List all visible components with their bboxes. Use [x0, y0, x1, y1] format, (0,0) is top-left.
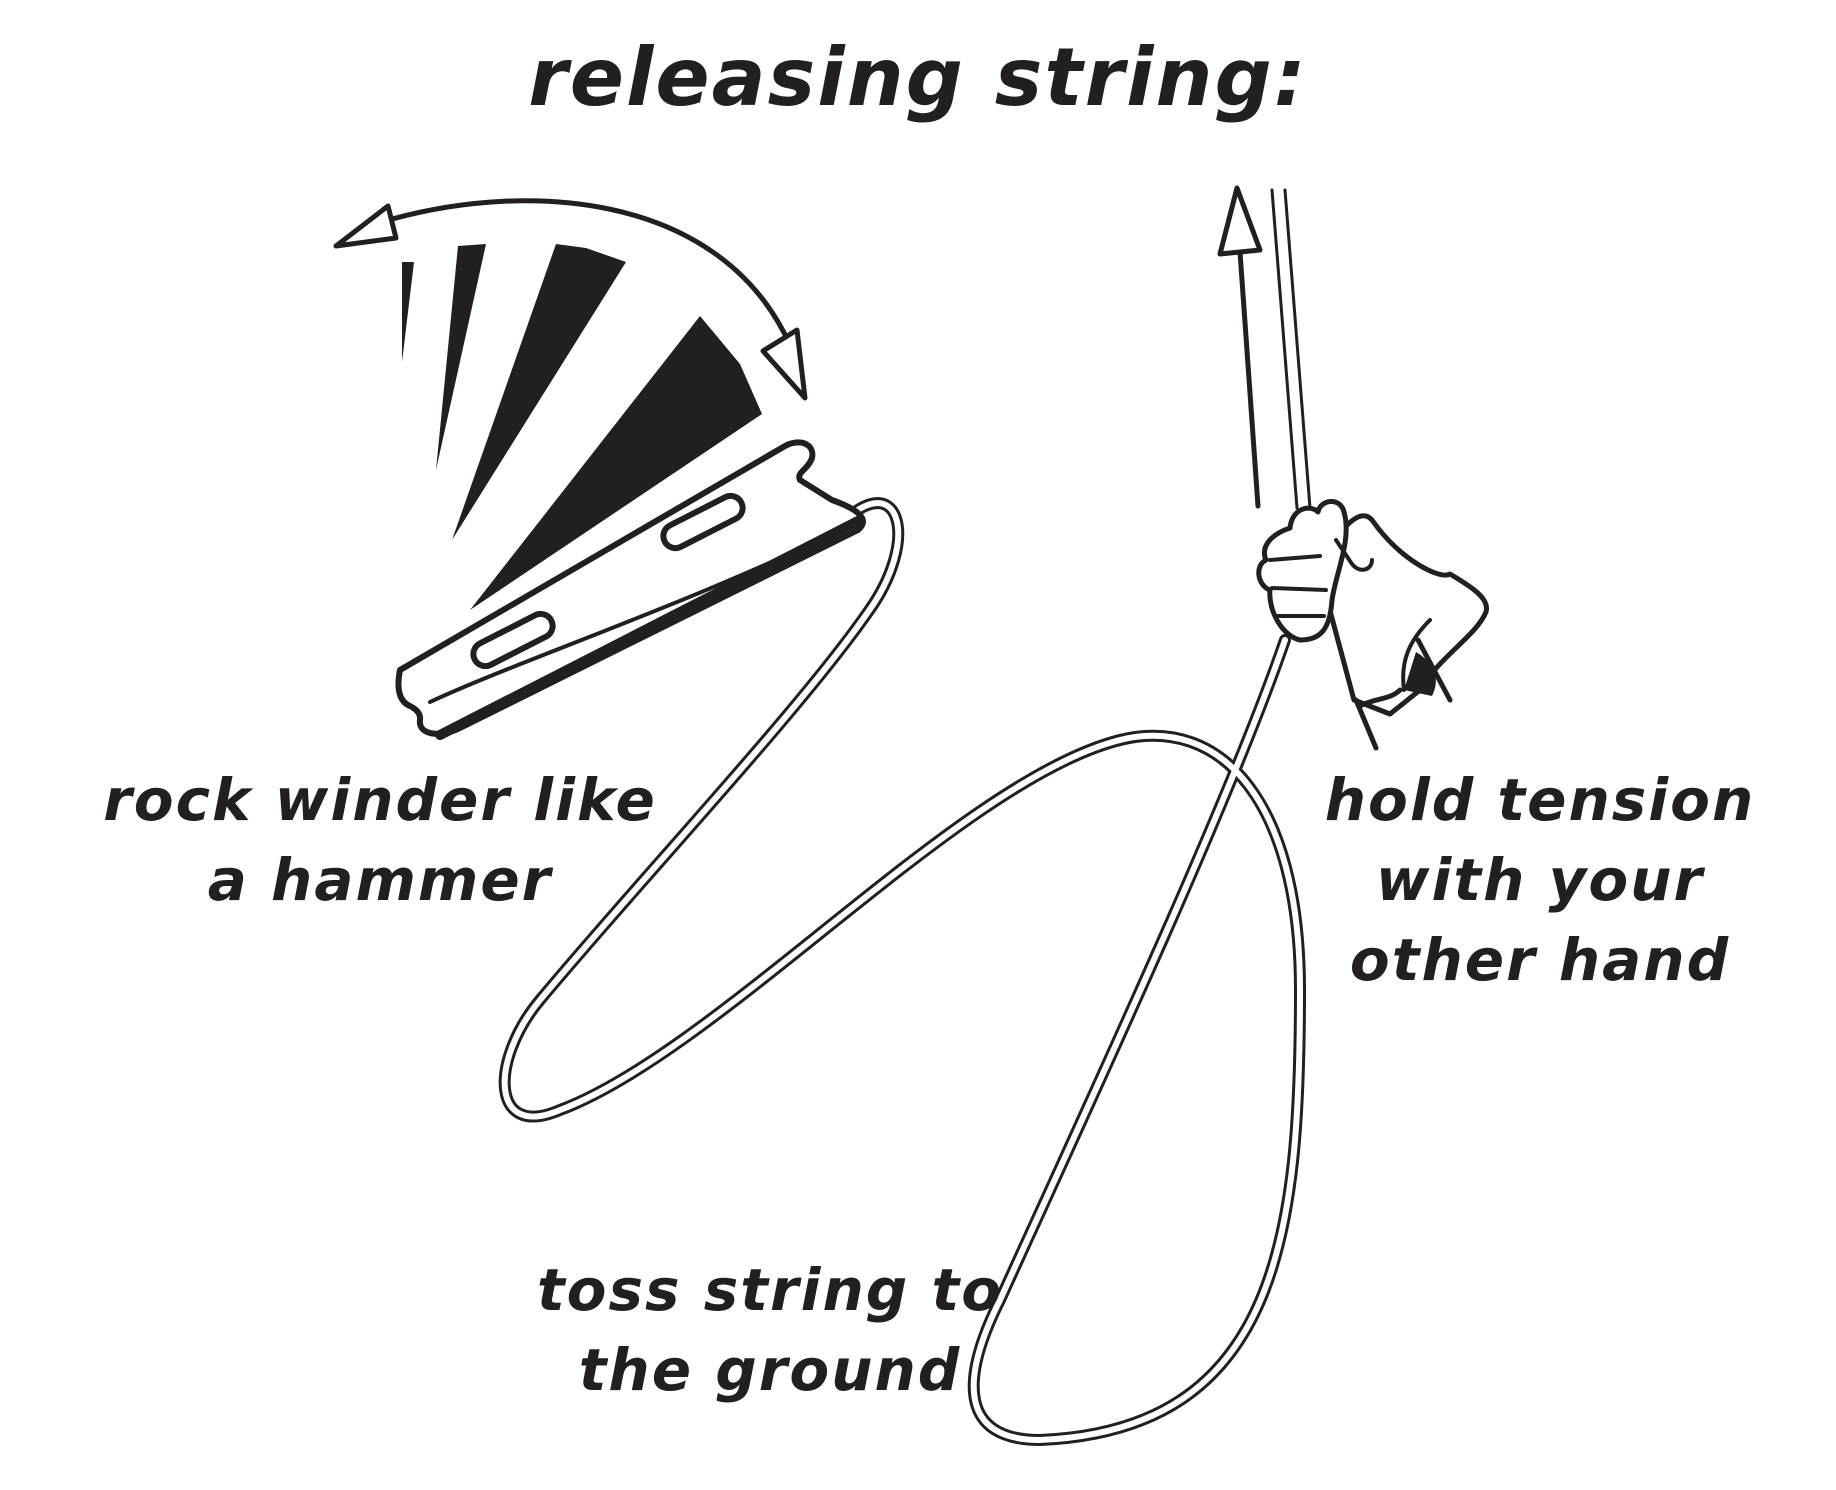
caption-line: hold tension — [1324, 766, 1756, 834]
caption-line: toss string to — [536, 1256, 1004, 1324]
motion-lines — [402, 244, 762, 610]
string-loop — [424, 497, 1306, 1446]
up-arrow-icon — [1217, 185, 1263, 509]
caption-line: a hammer — [207, 846, 553, 914]
caption-line: with your — [1375, 846, 1705, 914]
page-title: releasing string: — [528, 31, 1308, 124]
caption-line: other hand — [1349, 926, 1731, 994]
hand-icon — [1256, 499, 1489, 751]
winder-icon — [395, 439, 866, 740]
caption-line: the ground — [578, 1336, 962, 1404]
caption-toss-string: toss string to the ground — [440, 1250, 1100, 1410]
caption-rock-winder: rock winder like a hammer — [40, 760, 720, 920]
caption-hold-tension: hold tension with your other hand — [1260, 760, 1820, 1000]
kite-string-upper — [1270, 188, 1312, 510]
curved-arrow-icon — [333, 198, 808, 401]
caption-line: rock winder like — [103, 766, 657, 834]
